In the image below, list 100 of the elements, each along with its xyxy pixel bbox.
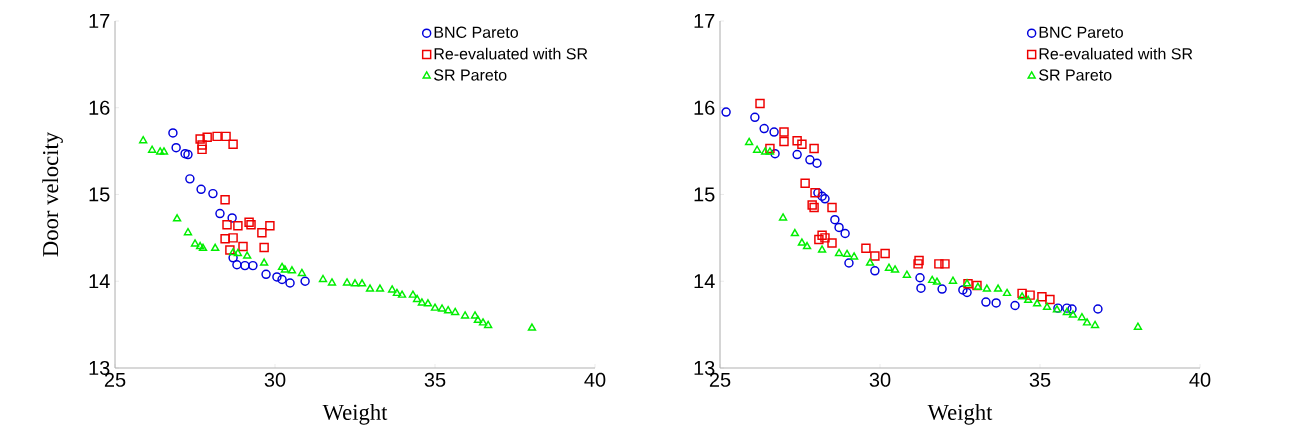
point — [1133, 322, 1143, 330]
point — [940, 259, 950, 269]
point — [759, 123, 769, 134]
point — [297, 268, 307, 277]
point — [437, 304, 447, 312]
legend-label: SR Pareto — [1039, 69, 1112, 81]
point — [215, 208, 225, 219]
point — [238, 241, 248, 252]
point — [1042, 302, 1052, 310]
point — [210, 243, 220, 252]
point — [870, 266, 880, 276]
point — [916, 283, 926, 293]
point — [228, 253, 238, 263]
point — [962, 287, 972, 298]
point — [861, 243, 871, 254]
point — [834, 248, 844, 257]
point — [280, 265, 290, 273]
point — [834, 222, 844, 233]
point — [744, 137, 754, 146]
y-tick-label: 17 — [89, 14, 110, 28]
point — [797, 139, 807, 149]
point — [765, 147, 775, 155]
point — [1025, 290, 1035, 300]
point — [342, 278, 352, 286]
legend-label: BNC Pareto — [1039, 26, 1123, 38]
point — [168, 128, 178, 138]
point — [800, 178, 810, 188]
point — [1045, 294, 1055, 305]
point — [197, 140, 207, 150]
point — [423, 299, 433, 307]
point — [792, 149, 802, 160]
point — [1068, 310, 1078, 318]
y-axis-title: Door velocity — [42, 131, 63, 257]
point — [527, 323, 537, 331]
point — [228, 233, 238, 243]
legend-label: SR Pareto — [434, 69, 507, 81]
point — [948, 276, 958, 284]
point — [750, 112, 760, 123]
x-axis-title: Weight — [927, 404, 993, 425]
point — [849, 252, 859, 260]
point — [138, 135, 148, 144]
point — [827, 238, 837, 248]
point — [318, 274, 328, 283]
point — [779, 127, 789, 137]
point — [902, 270, 912, 278]
point — [478, 318, 488, 326]
point — [365, 284, 375, 292]
point — [357, 279, 367, 287]
point — [183, 227, 193, 236]
point — [797, 238, 807, 246]
point — [242, 251, 252, 259]
point — [842, 249, 852, 258]
point — [890, 265, 900, 273]
point — [350, 279, 360, 287]
point — [779, 136, 789, 147]
point — [208, 188, 218, 199]
point — [778, 213, 788, 221]
point — [914, 255, 924, 266]
point — [755, 98, 765, 109]
point — [408, 290, 418, 298]
point — [721, 107, 731, 117]
x-tick-label: 30 — [264, 372, 286, 387]
point — [277, 274, 287, 285]
point — [171, 142, 181, 153]
y-tick-label: 14 — [89, 274, 110, 289]
point — [197, 144, 207, 155]
point — [147, 145, 157, 153]
point — [760, 147, 770, 155]
point — [443, 305, 453, 314]
point — [483, 320, 493, 329]
x-tick-label: 30 — [869, 372, 891, 387]
point — [993, 284, 1003, 292]
point — [1062, 307, 1072, 316]
point — [1062, 303, 1072, 313]
legend-label: BNC Pareto — [434, 26, 518, 38]
x-tick-label: 35 — [424, 372, 446, 387]
point — [1037, 292, 1047, 302]
point — [195, 241, 205, 250]
point — [884, 263, 894, 271]
point — [375, 284, 385, 292]
x-axis-title: Weight — [322, 404, 388, 425]
point — [248, 260, 258, 271]
point — [198, 243, 208, 252]
point — [287, 266, 297, 274]
point — [228, 139, 238, 149]
y-tick-label: 17 — [694, 14, 715, 28]
point — [195, 134, 205, 144]
legend-label: Re-evaluated with SR — [1039, 47, 1193, 60]
point — [880, 248, 890, 259]
y-tick-label: 15 — [694, 187, 715, 202]
point — [927, 275, 937, 284]
y-tick-label: 16 — [89, 100, 110, 115]
point — [814, 234, 824, 245]
point — [221, 131, 231, 142]
point — [397, 290, 407, 298]
point — [155, 147, 165, 155]
point — [981, 297, 991, 307]
y-tick-label: 14 — [694, 274, 715, 289]
point — [300, 276, 310, 286]
point — [769, 127, 779, 137]
